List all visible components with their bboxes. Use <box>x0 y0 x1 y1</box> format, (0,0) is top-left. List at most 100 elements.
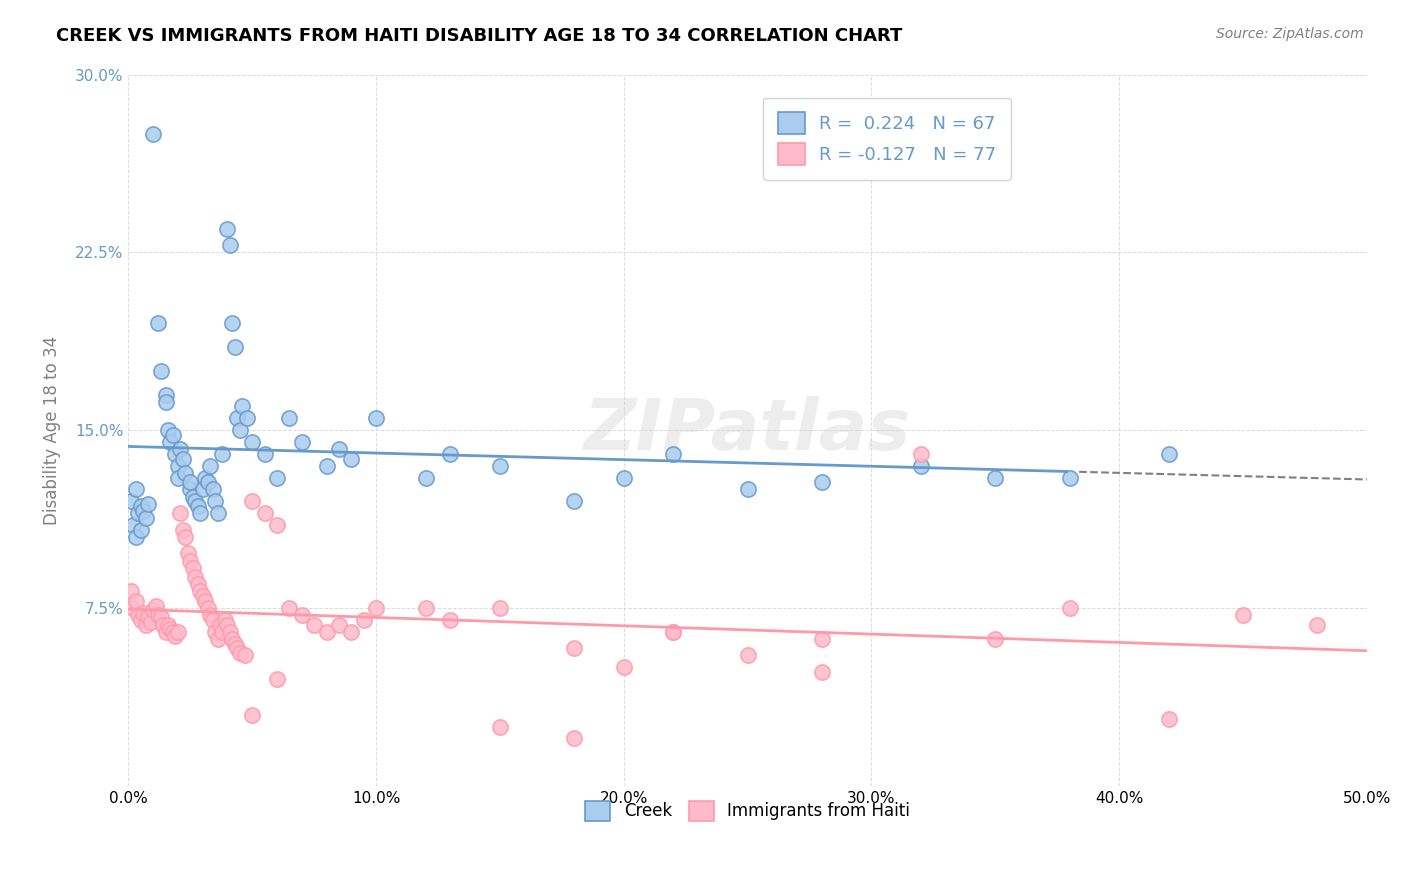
Point <box>315 624 337 639</box>
Point <box>910 447 932 461</box>
Point <box>188 506 211 520</box>
Point <box>129 613 152 627</box>
Point <box>211 447 233 461</box>
Point <box>204 494 226 508</box>
Point <box>194 594 217 608</box>
Point <box>146 608 169 623</box>
Point <box>489 719 512 733</box>
Point <box>125 483 148 497</box>
Point <box>184 570 207 584</box>
Point <box>211 624 233 639</box>
Point <box>132 606 155 620</box>
Point <box>207 506 229 520</box>
Point <box>169 442 191 456</box>
Point <box>253 447 276 461</box>
Point <box>162 624 184 639</box>
Point <box>167 624 190 639</box>
Point <box>208 617 231 632</box>
Point <box>201 483 224 497</box>
Point <box>613 660 636 674</box>
Point <box>155 624 177 639</box>
Point <box>221 317 243 331</box>
Point <box>278 411 301 425</box>
Point <box>165 447 187 461</box>
Point <box>179 553 201 567</box>
Text: Source: ZipAtlas.com: Source: ZipAtlas.com <box>1216 27 1364 41</box>
Point <box>132 504 155 518</box>
Point <box>167 458 190 473</box>
Point <box>120 494 142 508</box>
Point <box>236 411 259 425</box>
Point <box>231 400 253 414</box>
Point <box>129 499 152 513</box>
Point <box>662 447 685 461</box>
Point <box>1059 601 1081 615</box>
Point <box>184 494 207 508</box>
Point <box>142 127 165 141</box>
Point <box>165 629 187 643</box>
Point <box>278 601 301 615</box>
Point <box>136 610 159 624</box>
Point <box>340 451 363 466</box>
Point <box>181 490 204 504</box>
Point <box>201 613 224 627</box>
Point <box>562 731 585 746</box>
Point <box>120 584 142 599</box>
Point <box>439 613 461 627</box>
Point <box>179 483 201 497</box>
Point <box>174 466 197 480</box>
Point <box>737 648 759 663</box>
Point <box>240 707 263 722</box>
Point <box>217 617 239 632</box>
Point <box>146 317 169 331</box>
Point <box>155 387 177 401</box>
Point <box>129 523 152 537</box>
Point <box>811 632 834 646</box>
Point <box>177 546 200 560</box>
Point <box>240 435 263 450</box>
Point <box>198 608 221 623</box>
Point <box>207 632 229 646</box>
Point <box>562 494 585 508</box>
Point <box>149 610 172 624</box>
Point <box>415 470 437 484</box>
Point <box>224 636 246 650</box>
Point <box>214 613 236 627</box>
Legend: Creek, Immigrants from Haiti: Creek, Immigrants from Haiti <box>572 788 924 834</box>
Point <box>135 617 157 632</box>
Point <box>136 497 159 511</box>
Point <box>219 624 242 639</box>
Point <box>156 423 179 437</box>
Point <box>167 470 190 484</box>
Point <box>439 447 461 461</box>
Point <box>204 624 226 639</box>
Point <box>191 483 214 497</box>
Point <box>811 665 834 679</box>
Point <box>415 601 437 615</box>
Point <box>139 615 162 630</box>
Point <box>172 523 194 537</box>
Point <box>169 506 191 520</box>
Point <box>125 594 148 608</box>
Point <box>266 672 288 686</box>
Point <box>155 394 177 409</box>
Point <box>224 340 246 354</box>
Point <box>233 648 256 663</box>
Y-axis label: Disability Age 18 to 34: Disability Age 18 to 34 <box>44 335 60 524</box>
Point <box>198 458 221 473</box>
Point <box>737 483 759 497</box>
Text: ZIPatlas: ZIPatlas <box>583 396 911 465</box>
Point <box>984 470 1007 484</box>
Point <box>187 577 209 591</box>
Point <box>149 364 172 378</box>
Point <box>489 458 512 473</box>
Point <box>328 617 350 632</box>
Point <box>159 435 181 450</box>
Point <box>613 470 636 484</box>
Point <box>188 584 211 599</box>
Point <box>145 599 167 613</box>
Point <box>910 458 932 473</box>
Point <box>181 560 204 574</box>
Point <box>226 641 249 656</box>
Point <box>340 624 363 639</box>
